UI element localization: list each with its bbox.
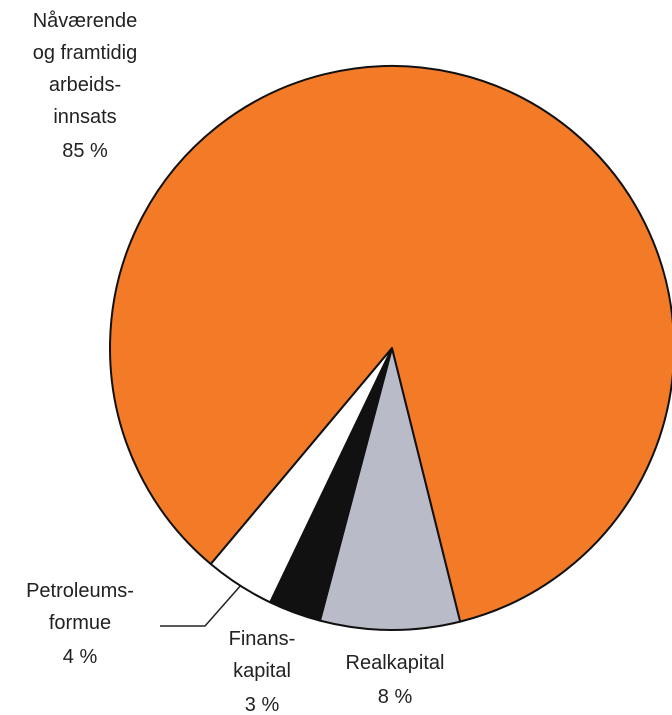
pie-slice [318,347,462,631]
leader-line [160,583,243,627]
value-label: 85 % [62,140,108,162]
slice-label: Finans-kapital [229,628,296,682]
pie-slice [109,65,672,623]
slice-label: Petroleums-formue [26,580,134,634]
value-label: 4 % [63,646,98,668]
value-label: 8 % [378,686,413,708]
slice-label: Realkapital [346,652,445,674]
value-label: 3 % [245,694,280,715]
slice-label: Nåværende og framtidig arbeids-innsats [33,10,138,128]
